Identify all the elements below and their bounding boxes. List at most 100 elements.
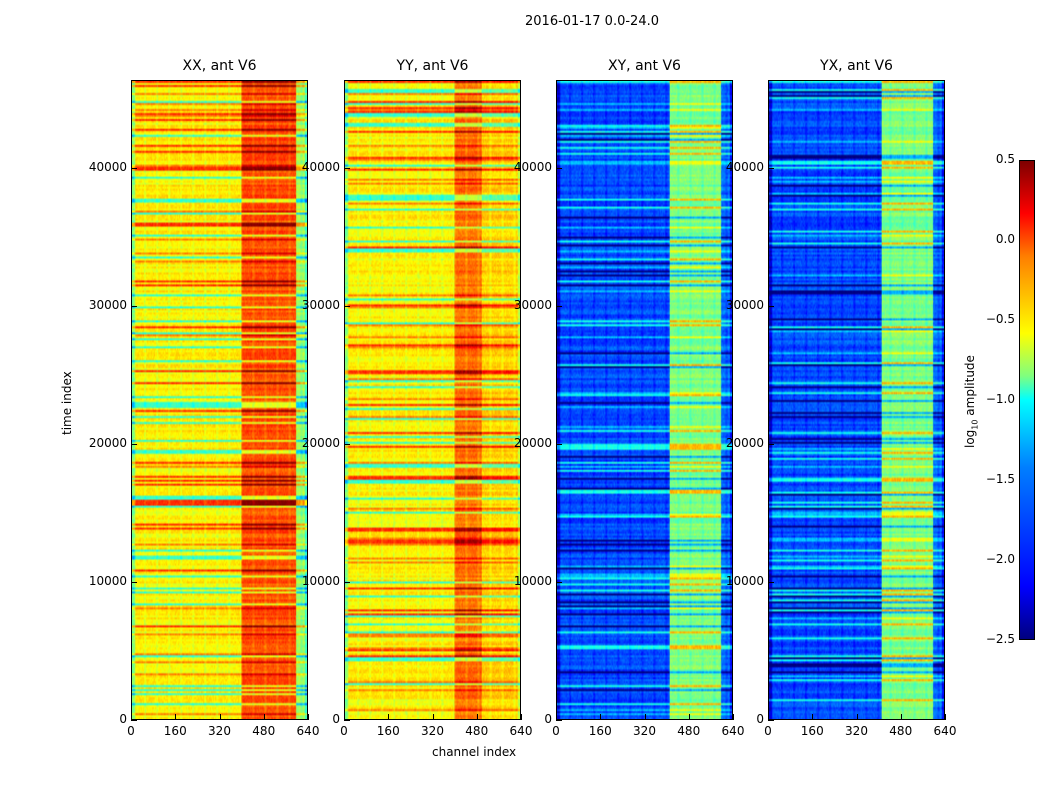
x-tick-label: 640 xyxy=(721,724,745,738)
y-tick-mark xyxy=(344,306,350,308)
y-tick-label: 40000 xyxy=(725,160,764,175)
colorbar-tick-label: −1.0 xyxy=(985,392,1015,406)
y-tick-mark xyxy=(768,582,774,584)
heatmap-panel-1 xyxy=(344,80,521,720)
x-tick-label: 0 xyxy=(764,724,772,738)
y-tick-mark xyxy=(344,582,350,584)
y-tick-label: 0 xyxy=(544,712,552,726)
y-tick-label: 0 xyxy=(756,712,764,726)
y-tick-label: 0 xyxy=(332,712,340,726)
x-tick-mark xyxy=(600,714,602,720)
colorbar-tick-label: −1.5 xyxy=(985,472,1015,486)
x-tick-mark xyxy=(476,714,478,720)
y-tick-label: 20000 xyxy=(88,436,127,451)
panel-title: XY, ant V6 xyxy=(608,58,681,74)
heatmap-image xyxy=(557,81,732,719)
y-tick-label: 0 xyxy=(119,712,127,726)
colorbar-label-rest: amplitude xyxy=(963,355,977,420)
colorbar-tick-label: 0.5 xyxy=(995,152,1015,166)
y-tick-mark xyxy=(344,168,350,170)
y-tick-mark xyxy=(556,306,562,308)
y-tick-label: 40000 xyxy=(301,160,340,175)
colorbar-tick-label: −2.0 xyxy=(985,552,1015,566)
x-tick-label: 0 xyxy=(127,724,135,738)
y-tick-mark xyxy=(131,720,137,721)
y-tick-mark xyxy=(556,444,562,446)
y-tick-mark xyxy=(768,720,774,721)
x-tick-mark xyxy=(733,714,734,720)
y-tick-mark xyxy=(768,168,774,170)
x-tick-label: 160 xyxy=(588,724,612,738)
x-tick-label: 640 xyxy=(296,724,320,738)
x-tick-mark xyxy=(521,714,522,720)
x-tick-mark xyxy=(344,714,345,720)
colorbar-tick-label: −0.5 xyxy=(985,312,1015,326)
y-tick-label: 40000 xyxy=(88,160,127,175)
x-tick-mark xyxy=(175,714,177,720)
x-tick-mark xyxy=(644,714,646,720)
heatmap-image xyxy=(345,81,520,719)
colorbar-tick-label: −2.5 xyxy=(985,632,1015,646)
colorbar xyxy=(1019,160,1035,640)
x-tick-label: 640 xyxy=(509,724,533,738)
y-tick-mark xyxy=(556,168,562,170)
y-tick-label: 10000 xyxy=(513,574,552,589)
x-tick-label: 320 xyxy=(421,724,444,738)
y-tick-mark xyxy=(556,720,562,721)
y-tick-label: 30000 xyxy=(88,298,127,313)
y-tick-label: 10000 xyxy=(301,574,340,589)
x-tick-mark xyxy=(768,714,769,720)
y-tick-label: 20000 xyxy=(725,436,764,451)
x-tick-label: 320 xyxy=(208,724,231,738)
y-tick-label: 30000 xyxy=(725,298,764,313)
heatmap-panel-3 xyxy=(768,80,945,720)
x-tick-mark xyxy=(432,714,434,720)
x-tick-mark xyxy=(308,714,309,720)
x-tick-mark xyxy=(131,714,132,720)
panel-title: XX, ant V6 xyxy=(182,58,257,74)
x-tick-mark xyxy=(219,714,221,720)
y-tick-mark xyxy=(556,582,562,584)
heatmap-image xyxy=(132,81,307,719)
y-tick-label: 10000 xyxy=(88,574,127,589)
x-tick-label: 480 xyxy=(889,724,913,738)
x-tick-label: 0 xyxy=(340,724,348,738)
y-tick-label: 30000 xyxy=(301,298,340,313)
x-tick-mark xyxy=(688,714,690,720)
colorbar-label-sub: 10 xyxy=(970,419,980,430)
panel-title: YX, ant V6 xyxy=(820,58,893,74)
heatmap-panel-0 xyxy=(131,80,308,720)
x-tick-label: 480 xyxy=(252,724,276,738)
x-axis-label: channel index xyxy=(432,745,517,759)
x-tick-mark xyxy=(900,714,902,720)
y-tick-mark xyxy=(131,582,137,584)
x-tick-mark xyxy=(388,714,390,720)
y-axis-label: time index xyxy=(60,371,74,435)
y-tick-label: 10000 xyxy=(725,574,764,589)
colorbar-label-base: log xyxy=(963,429,977,448)
x-tick-label: 320 xyxy=(845,724,868,738)
figure-title: 2016-01-17 0.0-24.0 xyxy=(525,14,659,29)
x-tick-label: 0 xyxy=(552,724,560,738)
y-tick-label: 30000 xyxy=(513,298,552,313)
x-tick-label: 160 xyxy=(163,724,187,738)
x-tick-label: 160 xyxy=(376,724,400,738)
heatmap-panel-2 xyxy=(556,80,733,720)
x-tick-mark xyxy=(263,714,265,720)
x-tick-mark xyxy=(556,714,557,720)
x-tick-label: 640 xyxy=(933,724,957,738)
y-tick-label: 20000 xyxy=(513,436,552,451)
x-tick-label: 480 xyxy=(465,724,489,738)
panel-title: YY, ant V6 xyxy=(396,58,469,74)
x-tick-label: 320 xyxy=(633,724,656,738)
x-tick-mark xyxy=(812,714,814,720)
y-tick-mark xyxy=(768,444,774,446)
x-tick-label: 160 xyxy=(800,724,824,738)
y-tick-mark xyxy=(768,306,774,308)
y-tick-mark xyxy=(131,306,137,308)
y-tick-mark xyxy=(131,168,137,170)
colorbar-tick-label: 0.0 xyxy=(995,232,1015,246)
y-tick-label: 40000 xyxy=(513,160,552,175)
y-tick-mark xyxy=(344,444,350,446)
